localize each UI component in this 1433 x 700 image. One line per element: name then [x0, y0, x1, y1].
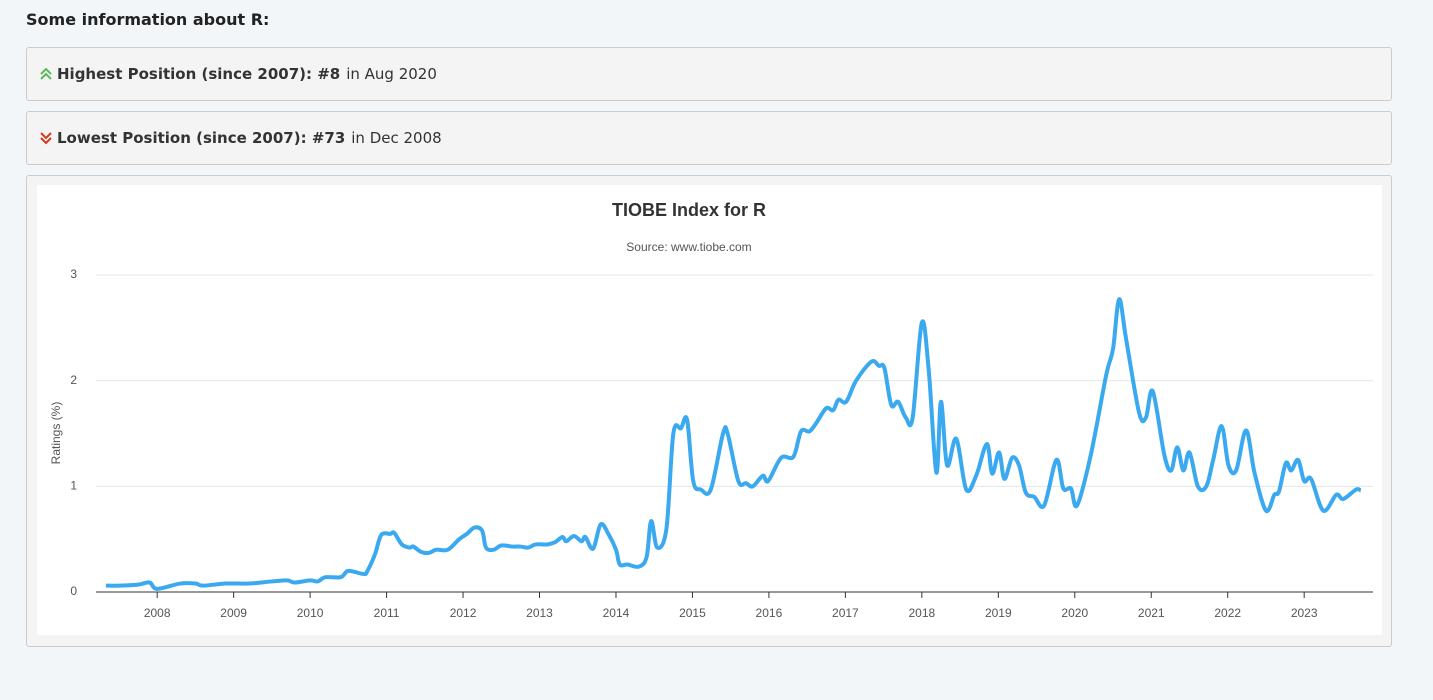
heading: Some information about R:	[26, 10, 270, 29]
x-tick-label: 2021	[1138, 606, 1165, 620]
y-tick-label: 3	[70, 267, 77, 281]
lowest-panel: Lowest Position (since 2007): #73 in Dec…	[26, 111, 1392, 165]
down-icon	[40, 132, 52, 145]
highest-label: Highest Position (since 2007): #8	[57, 65, 341, 83]
y-tick-label: 2	[70, 373, 77, 387]
x-tick-label: 2022	[1214, 606, 1241, 620]
highest-detail: in Aug 2020	[346, 65, 437, 83]
x-tick-label: 2017	[832, 606, 859, 620]
x-tick-label: 2019	[985, 606, 1012, 620]
chart-title: TIOBE Index for R	[612, 200, 766, 220]
x-tick-label: 2012	[450, 606, 477, 620]
chart: TIOBE Index for R Source: www.tiobe.com …	[37, 185, 1382, 635]
x-tick-label: 2008	[144, 606, 171, 620]
y-axis-label: Ratings (%)	[49, 402, 63, 465]
x-tick-label: 2016	[756, 606, 783, 620]
lowest-detail: in Dec 2008	[351, 129, 442, 147]
x-tick-label: 2015	[679, 606, 706, 620]
highest-panel: Highest Position (since 2007): #8 in Aug…	[26, 47, 1392, 101]
x-tick-label: 2020	[1061, 606, 1088, 620]
x-tick-label: 2023	[1291, 606, 1318, 620]
x-tick-label: 2009	[220, 606, 247, 620]
series-line	[105, 297, 1362, 591]
x-tick-label: 2010	[297, 606, 324, 620]
chart-subtitle: Source: www.tiobe.com	[626, 240, 751, 254]
y-tick-label: 1	[70, 479, 77, 493]
x-tick-label: 2013	[526, 606, 553, 620]
y-tick-label: 0	[70, 584, 77, 598]
x-tick-label: 2011	[374, 606, 400, 620]
chart-panel: TIOBE Index for R Source: www.tiobe.com …	[26, 175, 1392, 647]
x-tick-label: 2018	[908, 606, 935, 620]
lowest-label: Lowest Position (since 2007): #73	[57, 129, 346, 147]
x-tick-label: 2014	[603, 606, 630, 620]
up-icon	[40, 67, 52, 80]
